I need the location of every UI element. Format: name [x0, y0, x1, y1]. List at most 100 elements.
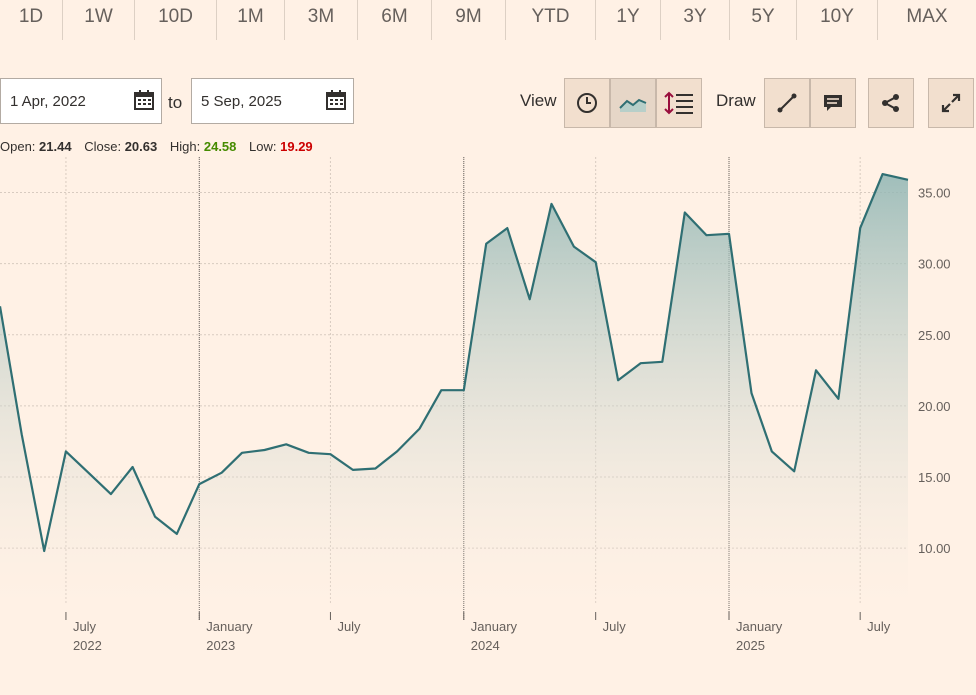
price-point — [463, 389, 465, 391]
x-tick-month: July — [603, 619, 627, 634]
price-line — [0, 173, 909, 553]
price-point — [551, 203, 553, 205]
x-tick-year: 2025 — [736, 638, 765, 653]
draw-line-button[interactable] — [764, 78, 810, 128]
draw-line-icon — [777, 93, 797, 113]
x-tick-month: January — [206, 619, 253, 634]
range-max[interactable]: MAX — [906, 6, 948, 27]
price-point — [793, 470, 795, 472]
high-value: 24.58 — [203, 139, 237, 154]
price-point — [882, 173, 884, 175]
price-point — [65, 450, 67, 452]
view-area-button[interactable] — [610, 78, 656, 128]
draw-label: Draw — [716, 91, 756, 110]
price-point — [485, 243, 487, 245]
range-10y[interactable]: 10Y — [797, 0, 878, 40]
ohlc-readout: Open: 21.44 Close: 20.63 High: 24.58 Low… — [0, 139, 313, 154]
range-1m[interactable]: 1M — [217, 0, 285, 40]
price-point — [43, 550, 45, 552]
price-point — [506, 227, 508, 229]
to-date-value: 5 Sep, 2025 — [201, 92, 282, 110]
price-point — [440, 389, 442, 391]
share-icon — [882, 94, 899, 112]
price-point — [640, 362, 642, 364]
price-point — [573, 246, 575, 248]
price-point — [285, 443, 287, 445]
y-tick-label: 20.00 — [918, 399, 951, 414]
price-point — [771, 450, 773, 452]
range-9m[interactable]: 9M — [432, 0, 506, 40]
price-point — [684, 212, 686, 214]
price-point — [815, 369, 817, 371]
price-point — [907, 179, 909, 181]
expand-icon — [941, 93, 961, 113]
x-tick-month: July — [73, 619, 97, 634]
range-1y[interactable]: 1Y — [596, 0, 661, 40]
open-value: 21.44 — [39, 139, 72, 154]
price-point — [396, 450, 398, 452]
price-point — [617, 379, 619, 381]
price-point — [329, 453, 331, 455]
price-point — [529, 298, 531, 300]
price-point — [751, 392, 753, 394]
calendar-icon[interactable] — [134, 89, 154, 111]
close-label: Close: — [84, 139, 122, 154]
y-tick-label: 10.00 — [918, 541, 951, 556]
x-tick-month: January — [471, 619, 518, 634]
price-point — [241, 452, 243, 454]
to-date-input[interactable]: 5 Sep, 2025 — [191, 78, 354, 124]
price-point — [132, 466, 134, 468]
low-value: 19.29 — [280, 139, 313, 154]
range-5y[interactable]: 5Y — [730, 0, 797, 40]
price-point — [198, 483, 200, 485]
x-tick-year: 2024 — [471, 638, 500, 653]
y-tick-label: 25.00 — [918, 328, 951, 343]
price-point — [264, 449, 266, 451]
price-point — [661, 361, 663, 363]
range-1w[interactable]: 1W — [63, 0, 135, 40]
x-tick-year: 2023 — [206, 638, 235, 653]
y-tick-label: 35.00 — [918, 186, 951, 201]
range-selector: 1D 1W 10D 1M 3M 6M 9M YTD 1Y 3Y 5Y 10Y M… — [0, 0, 976, 40]
close-value: 20.63 — [124, 139, 158, 154]
y-tick-label: 15.00 — [918, 470, 951, 485]
high-label: High: — [169, 139, 201, 154]
range-ytd[interactable]: YTD — [506, 0, 596, 40]
date-range-separator: to — [168, 93, 183, 112]
annotation-button[interactable] — [810, 78, 856, 128]
price-point — [837, 398, 839, 400]
price-area-fill — [0, 174, 908, 605]
range-10d[interactable]: 10D — [135, 0, 217, 40]
x-tick-month: July — [867, 619, 891, 634]
price-point — [859, 227, 861, 229]
share-button[interactable] — [868, 78, 914, 128]
from-date-value: 1 Apr, 2022 — [10, 92, 86, 110]
range-6m[interactable]: 6M — [358, 0, 432, 40]
price-point — [154, 516, 156, 518]
x-tick-year: 2022 — [73, 638, 102, 653]
range-3y[interactable]: 3Y — [661, 0, 730, 40]
range-3m[interactable]: 3M — [285, 0, 358, 40]
price-point — [595, 261, 597, 263]
price-point — [706, 234, 708, 236]
expand-button[interactable] — [928, 78, 974, 128]
price-point — [352, 469, 354, 471]
view-label: View — [520, 91, 557, 110]
price-point — [110, 493, 112, 495]
indicators-icon — [664, 91, 693, 115]
clock-icon — [577, 93, 597, 113]
view-time-button[interactable] — [564, 78, 610, 128]
price-point — [419, 428, 421, 430]
price-point — [374, 468, 376, 470]
range-1d[interactable]: 1D — [0, 0, 63, 40]
view-indicators-button[interactable] — [656, 78, 702, 128]
calendar-icon[interactable] — [326, 89, 346, 111]
area-chart-icon — [619, 98, 647, 112]
x-tick-month: January — [736, 619, 783, 634]
price-point — [221, 472, 223, 474]
from-date-input[interactable]: 1 Apr, 2022 — [0, 78, 162, 124]
price-point — [21, 433, 23, 435]
price-point — [176, 533, 178, 535]
x-tick-month: July — [337, 619, 361, 634]
